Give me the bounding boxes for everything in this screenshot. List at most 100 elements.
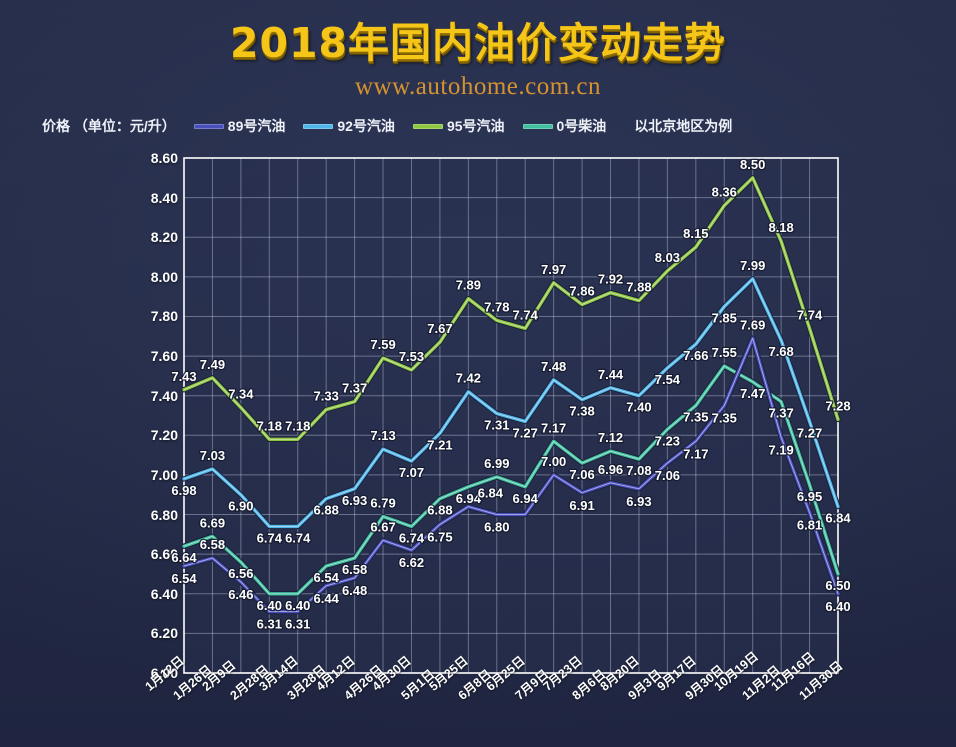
data-point-label: 7.08: [626, 463, 651, 478]
data-point-label: 7.99: [740, 258, 765, 273]
legend-label: 95号汽油: [446, 118, 505, 134]
data-point-label: 7.48: [541, 359, 566, 374]
data-point-label: 6.74: [257, 530, 283, 545]
data-point-label: 7.18: [285, 418, 310, 433]
data-point-label: 7.74: [797, 307, 823, 322]
data-point-label: 6.62: [399, 555, 424, 570]
data-point-label: 7.37: [342, 381, 367, 396]
data-point-label: 7.78: [484, 299, 509, 314]
data-point-label: 6.56: [228, 566, 253, 581]
data-point-label: 7.31: [484, 418, 509, 433]
data-point-label: 7.66: [683, 348, 708, 363]
data-point-label: 6.40: [257, 598, 282, 613]
data-point-label: 7.13: [370, 428, 395, 443]
data-point-label: 7.03: [200, 448, 225, 463]
data-point-label: 6.91: [569, 498, 594, 513]
data-point-label: 7.37: [768, 406, 793, 421]
data-point-label: 7.06: [655, 468, 680, 483]
y-axis-tick: 7.60: [150, 348, 178, 365]
data-point-label: 8.36: [712, 185, 737, 200]
data-point-label: 7.47: [740, 386, 765, 401]
data-point-label: 6.88: [427, 503, 452, 518]
series-highlight-2: [183, 278, 839, 527]
y-axis-tick: 8.40: [150, 189, 178, 206]
data-point-label: 6.40: [825, 599, 850, 614]
data-point-label: 6.67: [370, 519, 395, 534]
data-point-label: 6.93: [626, 494, 651, 509]
data-point-label: 7.40: [626, 400, 651, 415]
legend-item-3[interactable]: 95号汽油: [412, 116, 505, 136]
data-point-label: 6.88: [314, 503, 339, 518]
data-point-label: 7.42: [456, 371, 481, 386]
data-point-label: 8.18: [768, 220, 793, 235]
series-highlight-4: [183, 337, 839, 613]
data-point-label: 6.84: [825, 511, 851, 526]
y-axis-tick: 7.20: [150, 427, 178, 444]
data-point-label: 7.53: [399, 349, 424, 364]
data-point-label: 6.46: [228, 587, 253, 602]
data-point-label: 7.21: [427, 437, 452, 452]
data-point-label: 7.74: [513, 307, 539, 322]
y-axis-labels: 8.60 8.40 8.20 8.00 7.80 7.60 7.40 7.20 7.00 6.80…: [106, 150, 178, 681]
legend-item-1[interactable]: 89号汽油: [193, 116, 286, 136]
data-point-label: 6.48: [342, 583, 367, 598]
chart-header: 2018年国内油价变动走势 www.autohome.com.cn: [0, 0, 956, 108]
data-point-label: 6.94: [513, 491, 539, 506]
data-point-label: 6.84: [478, 486, 504, 501]
y-axis-tick: 7.00: [150, 466, 178, 483]
legend-item-4[interactable]: 0号柴油: [522, 116, 607, 136]
data-point-label: 7.97: [541, 262, 566, 277]
data-point-label: 6.81: [797, 518, 822, 533]
data-point-label: 7.85: [712, 311, 737, 326]
legend-swatch-icon: [303, 123, 334, 129]
data-point-label: 6.80: [484, 520, 509, 535]
data-point-label: 7.44: [598, 367, 624, 382]
series-highlight-3: [183, 365, 839, 595]
legend-swatch-icon: [522, 123, 553, 129]
data-point-label: 6.58: [200, 537, 225, 552]
legend-item-2[interactable]: 92号汽油: [303, 116, 395, 136]
data-point-label: 6.93: [342, 493, 367, 508]
y-axis-tick: 7.40: [150, 387, 178, 404]
data-point-label: 6.79: [370, 496, 395, 511]
series-highlight-1: [183, 177, 839, 440]
y-axis-tick: 6.40: [150, 585, 178, 602]
data-point-label: 7.89: [456, 278, 481, 293]
data-point-label: 6.74: [399, 530, 425, 545]
data-point-label: 7.49: [200, 357, 225, 372]
legend-label: 92号汽油: [337, 118, 395, 134]
data-point-label: 7.55: [712, 345, 737, 360]
data-point-label: 6.69: [200, 515, 225, 530]
legend-swatch-icon: [412, 123, 443, 129]
data-point-label: 6.64: [171, 550, 197, 565]
data-point-label: 7.18: [257, 418, 282, 433]
legend-items: 89号汽油 92号汽油 95号汽油 0号柴油: [193, 116, 625, 136]
data-point-label: 7.17: [541, 420, 566, 435]
data-point-label: 6.50: [825, 578, 850, 593]
data-point-label: 7.88: [626, 280, 651, 295]
legend-label: 0号柴油: [556, 118, 607, 134]
y-axis-tick: 6.00: [150, 665, 178, 681]
data-point-label: 8.50: [740, 157, 765, 172]
data-point-label: 7.33: [314, 389, 339, 404]
data-point-label: 8.03: [655, 250, 680, 265]
data-point-label: 7.27: [513, 425, 538, 440]
data-point-label: 7.68: [768, 344, 793, 359]
data-point-label: 7.07: [399, 465, 424, 480]
data-point-label: 6.95: [797, 489, 822, 504]
data-point-label: 7.23: [655, 433, 680, 448]
data-point-label: 6.94: [456, 491, 482, 506]
data-point-label: 8.15: [683, 226, 708, 241]
legend-swatch-icon: [193, 123, 224, 129]
y-axis-tick: 7.80: [150, 308, 178, 325]
data-point-label: 7.86: [569, 284, 594, 299]
legend-note: 以北京地区为例: [634, 118, 733, 134]
data-point-label: 6.31: [285, 617, 310, 632]
data-point-label: 6.75: [427, 529, 452, 544]
y-axis-tick: 8.20: [150, 229, 178, 246]
data-point-label: 7.34: [228, 387, 254, 402]
data-point-label: 6.44: [314, 591, 340, 606]
legend-label: 89号汽油: [227, 118, 286, 134]
data-point-label: 7.69: [740, 317, 765, 332]
